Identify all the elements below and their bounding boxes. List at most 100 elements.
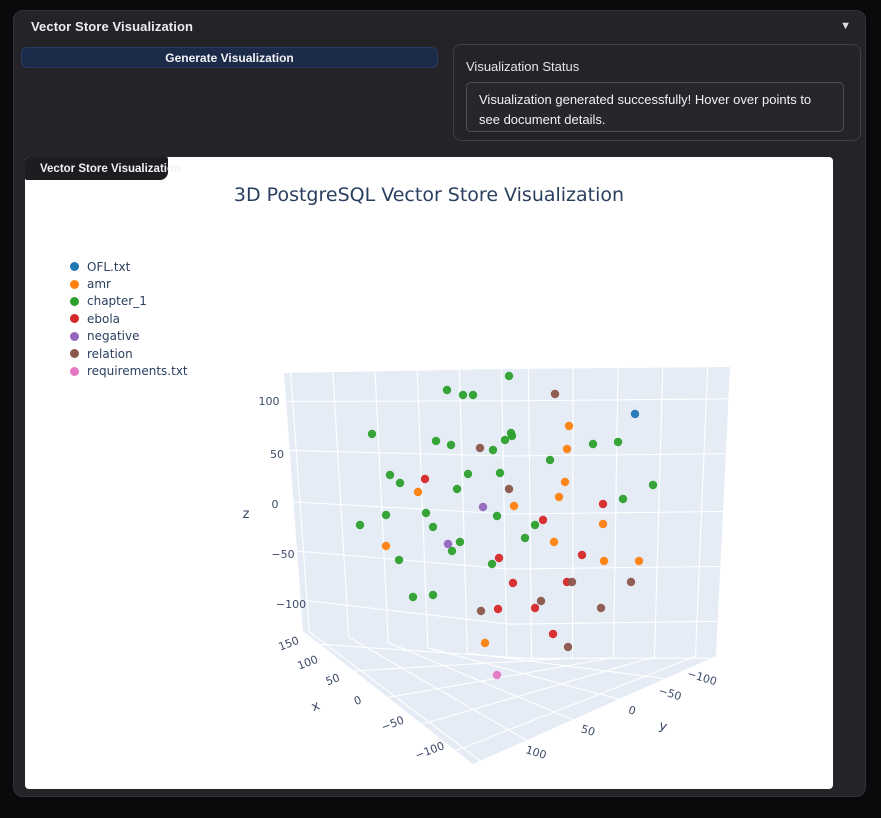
data-point-amr[interactable]: [413, 487, 423, 497]
data-point-relation[interactable]: [596, 603, 606, 613]
data-point-chapter_1[interactable]: [648, 480, 658, 490]
data-point-negative[interactable]: [478, 502, 488, 512]
grid-line: [510, 620, 718, 625]
data-point-chapter_1[interactable]: [452, 484, 462, 494]
data-point-chapter_1[interactable]: [504, 371, 514, 381]
data-point-amr[interactable]: [599, 556, 609, 566]
legend-item-negative[interactable]: negative: [70, 328, 188, 345]
z-axis-title: z: [243, 507, 250, 522]
y-tick-label: 50: [579, 722, 596, 739]
data-point-chapter_1[interactable]: [431, 436, 441, 446]
data-point-relation[interactable]: [550, 389, 560, 399]
data-point-negative[interactable]: [443, 539, 453, 549]
data-point-chapter_1[interactable]: [487, 559, 497, 569]
data-point-chapter_1[interactable]: [408, 592, 418, 602]
data-point-amr[interactable]: [549, 537, 559, 547]
data-point-relation[interactable]: [563, 642, 573, 652]
data-point-chapter_1[interactable]: [520, 533, 530, 543]
data-point-chapter_1[interactable]: [613, 437, 623, 447]
grid-line: [319, 643, 532, 660]
data-point-amr[interactable]: [509, 501, 519, 511]
data-point-relation[interactable]: [476, 606, 486, 616]
legend-item-amr[interactable]: amr: [70, 275, 188, 292]
legend-dot-icon: [70, 296, 79, 306]
data-point-chapter_1[interactable]: [463, 469, 473, 479]
legend-dot-icon: [70, 314, 79, 324]
accordion-title: Vector Store Visualization: [31, 19, 194, 34]
legend-label: chapter_1: [87, 294, 147, 309]
data-point-chapter_1[interactable]: [618, 494, 628, 504]
y-tick-label: 100: [524, 743, 548, 762]
plot-tab-label: Vector Store Visualization: [40, 162, 182, 175]
data-point-chapter_1[interactable]: [442, 385, 452, 395]
data-point-relation[interactable]: [475, 443, 485, 453]
data-point-chapter_1[interactable]: [421, 508, 431, 518]
data-point-chapter_1[interactable]: [447, 546, 457, 556]
generate-visualization-button[interactable]: Generate Visualization: [21, 47, 438, 68]
data-point-ebola[interactable]: [493, 604, 503, 614]
data-point-chapter_1[interactable]: [530, 520, 540, 530]
y-tick-label: −100: [686, 667, 719, 688]
data-point-amr[interactable]: [560, 477, 570, 487]
data-point-chapter_1[interactable]: [492, 511, 502, 521]
data-point-relation[interactable]: [536, 596, 546, 606]
data-point-amr[interactable]: [554, 492, 564, 502]
data-point-amr[interactable]: [564, 421, 574, 431]
plot-tab: Vector Store Visualization: [25, 157, 181, 180]
data-point-OFL.txt[interactable]: [630, 409, 640, 419]
3d-scatter-plot[interactable]: 100500−50−100150100500−50−100−100−500501…: [25, 157, 833, 789]
data-point-chapter_1[interactable]: [381, 510, 391, 520]
data-point-ebola[interactable]: [508, 578, 518, 588]
data-point-chapter_1[interactable]: [500, 435, 510, 445]
data-point-chapter_1[interactable]: [495, 468, 505, 478]
data-point-chapter_1[interactable]: [367, 429, 377, 439]
data-point-ebola[interactable]: [494, 553, 504, 563]
data-point-ebola[interactable]: [577, 550, 587, 560]
data-point-amr[interactable]: [381, 541, 391, 551]
z-tick-label: −50: [271, 548, 294, 561]
status-textbox[interactable]: Visualization generated successfully! Ho…: [466, 82, 844, 132]
legend-item-OFL.txt[interactable]: OFL.txt: [70, 258, 188, 275]
legend-item-ebola[interactable]: ebola: [70, 310, 188, 327]
data-point-amr[interactable]: [598, 519, 608, 529]
grid-line: [297, 550, 510, 570]
data-point-chapter_1[interactable]: [394, 555, 404, 565]
data-point-chapter_1[interactable]: [355, 520, 365, 530]
data-point-ebola[interactable]: [530, 603, 540, 613]
data-point-chapter_1[interactable]: [395, 478, 405, 488]
data-point-amr[interactable]: [480, 638, 490, 648]
data-point-ebola[interactable]: [420, 474, 430, 484]
data-point-requirements.txt[interactable]: [492, 670, 502, 680]
data-point-chapter_1[interactable]: [458, 390, 468, 400]
data-point-chapter_1[interactable]: [468, 390, 478, 400]
data-point-chapter_1[interactable]: [545, 455, 555, 465]
chart-title: 3D PostgreSQL Vector Store Visualization: [233, 184, 625, 206]
data-point-relation[interactable]: [567, 577, 577, 587]
data-point-ebola[interactable]: [598, 499, 608, 509]
data-point-ebola[interactable]: [548, 629, 558, 639]
data-point-amr[interactable]: [562, 444, 572, 454]
data-point-ebola[interactable]: [538, 515, 548, 525]
data-point-chapter_1[interactable]: [455, 537, 465, 547]
data-point-relation[interactable]: [504, 484, 514, 494]
grid-line: [300, 599, 511, 625]
data-point-amr[interactable]: [634, 556, 644, 566]
scene-wall: [284, 369, 511, 659]
data-point-chapter_1[interactable]: [507, 431, 517, 441]
legend-item-requirements.txt[interactable]: requirements.txt: [70, 362, 188, 379]
legend-item-relation[interactable]: relation: [70, 345, 188, 362]
x-tick-label: 50: [324, 671, 342, 688]
data-point-chapter_1[interactable]: [446, 440, 456, 450]
data-point-chapter_1[interactable]: [385, 470, 395, 480]
data-point-relation[interactable]: [626, 577, 636, 587]
data-point-chapter_1[interactable]: [588, 439, 598, 449]
legend-item-chapter_1[interactable]: chapter_1: [70, 293, 188, 310]
legend-label: amr: [87, 277, 111, 292]
data-point-chapter_1[interactable]: [488, 445, 498, 455]
z-tick-label: 100: [259, 395, 280, 408]
collapse-arrow-icon[interactable]: ▼: [840, 20, 851, 32]
data-point-chapter_1[interactable]: [428, 522, 438, 532]
data-point-chapter_1[interactable]: [428, 590, 438, 600]
plot-card: Vector Store Visualization 3D PostgreSQL…: [25, 157, 833, 789]
x-axis-title: x: [309, 698, 322, 715]
